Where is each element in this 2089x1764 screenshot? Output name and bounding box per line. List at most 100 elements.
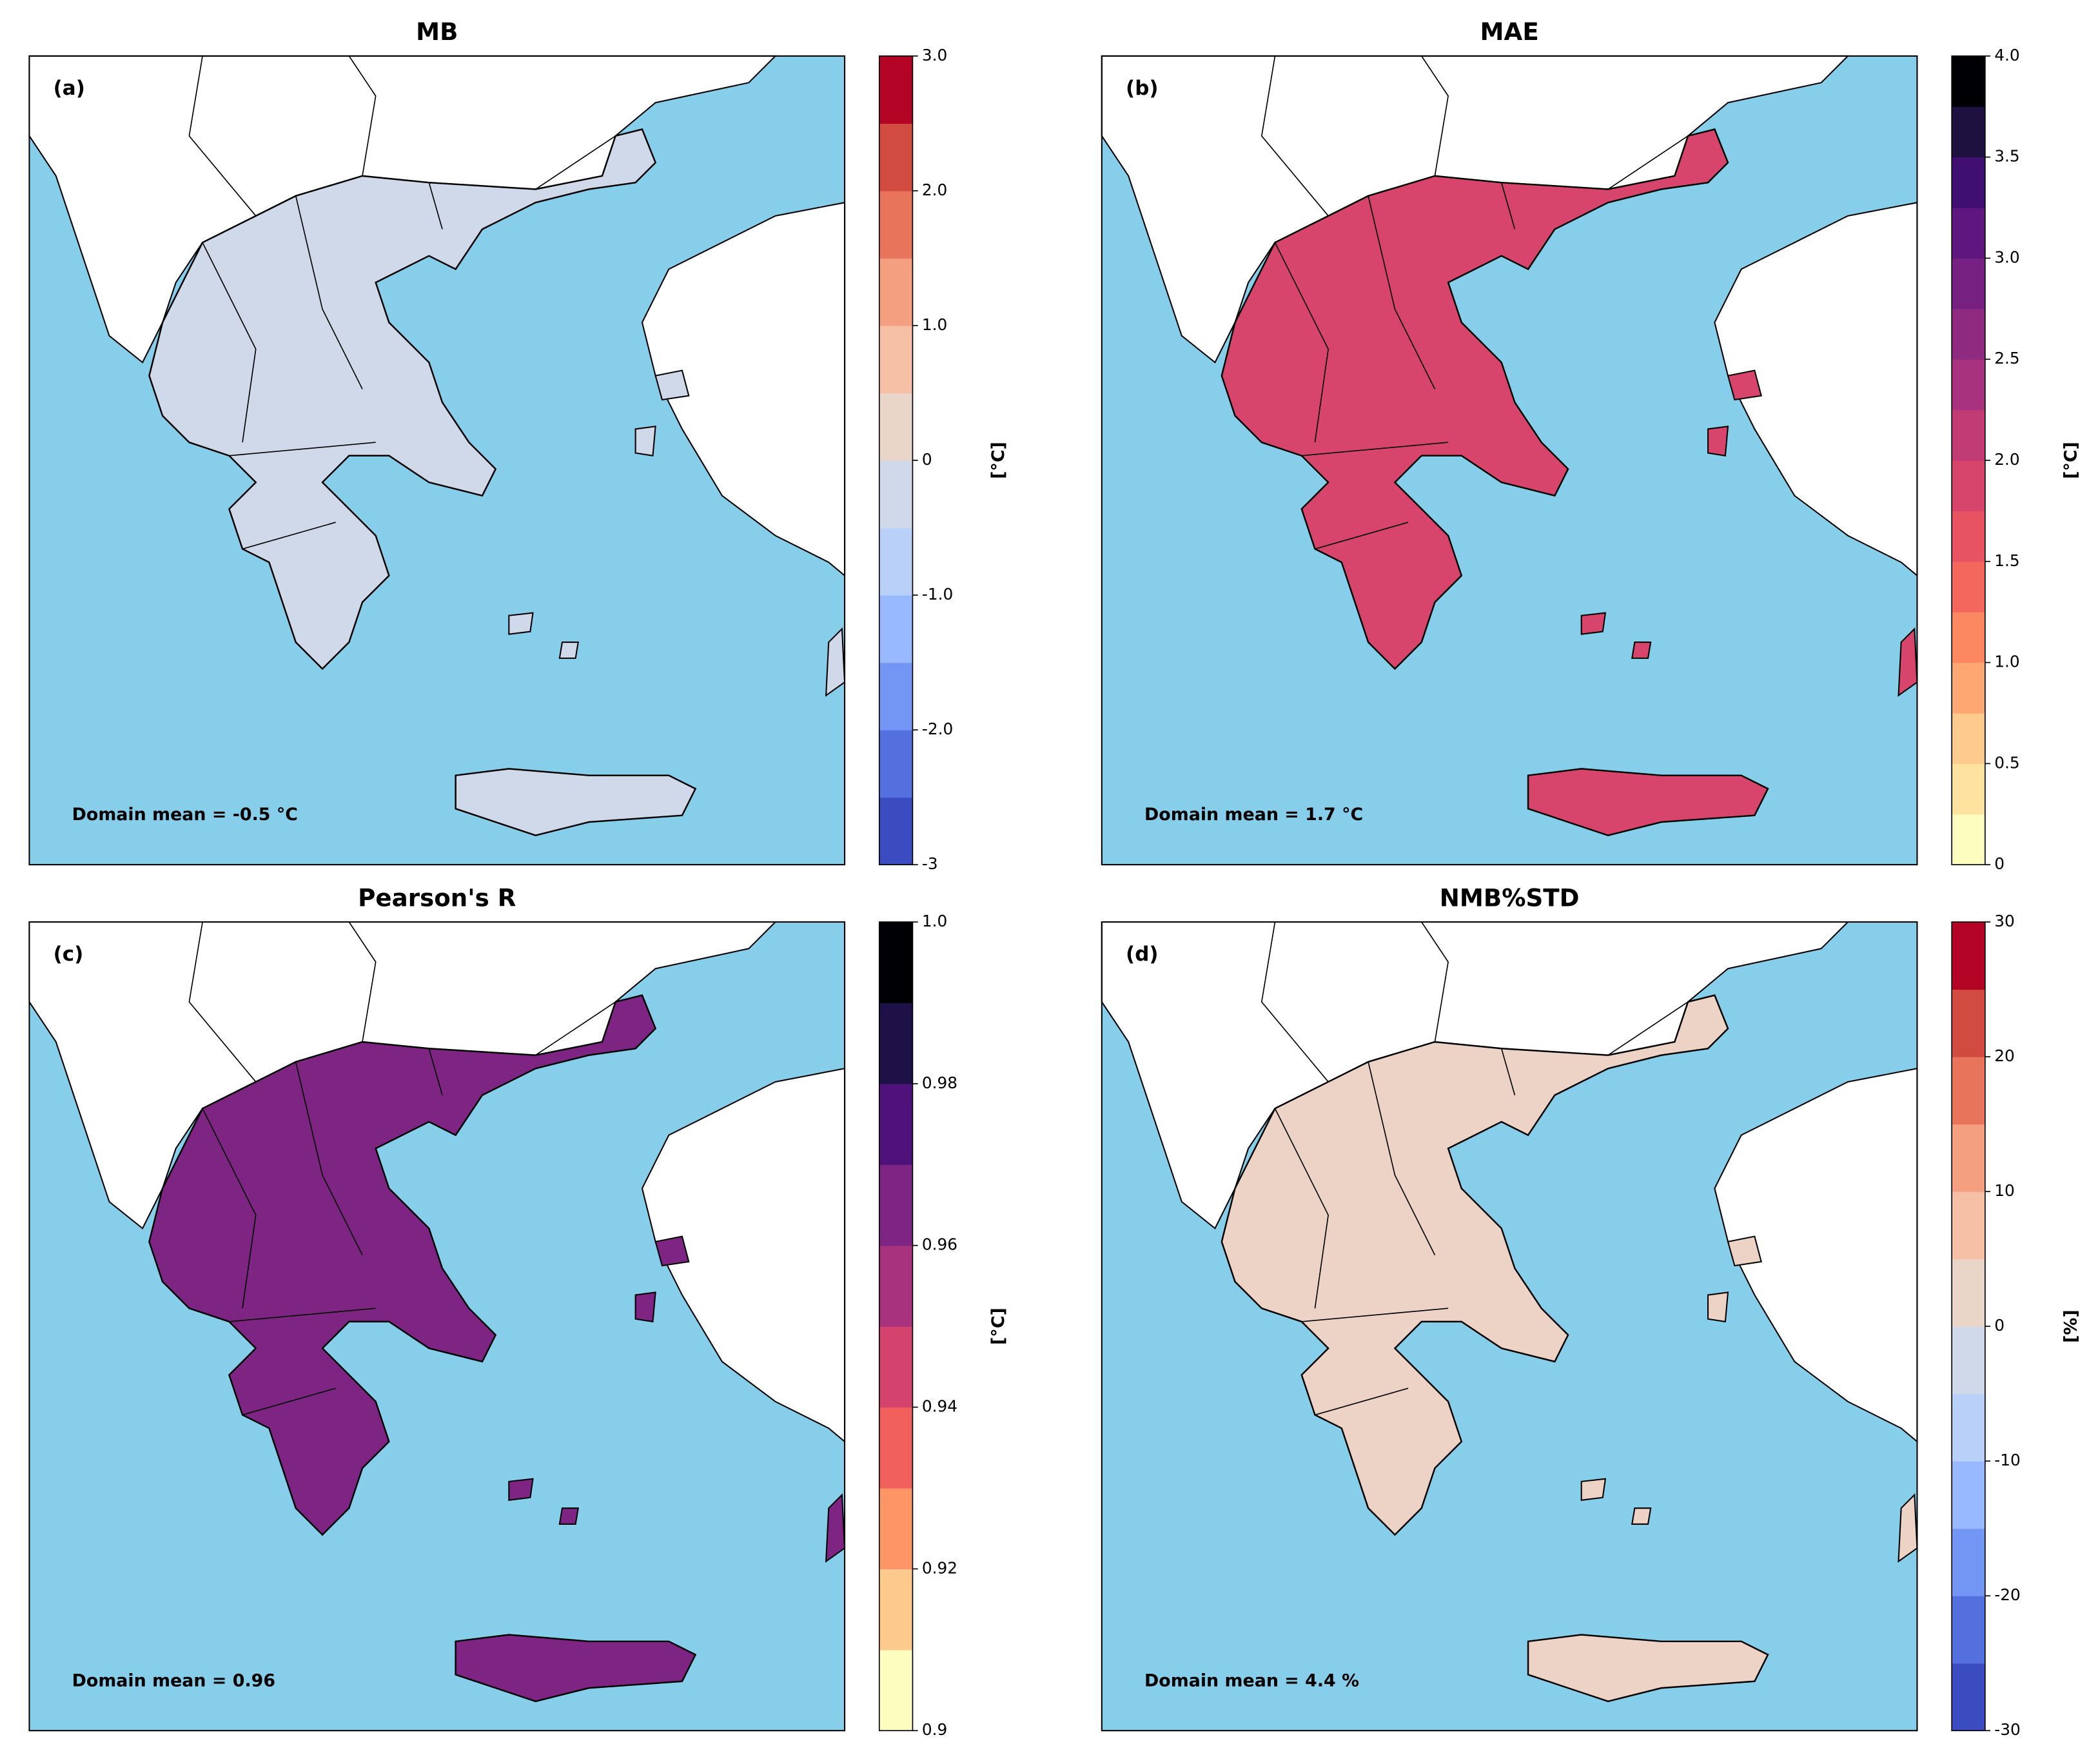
colorbar-segment xyxy=(879,393,913,461)
colorbar-tick-label: 1.0 xyxy=(922,315,947,334)
colorbar-segment xyxy=(1952,763,1985,815)
colorbar-segment xyxy=(1952,989,1985,1057)
colorbar-unit: [°C] xyxy=(2061,442,2081,479)
colorbar-segment xyxy=(879,1245,913,1327)
colorbar-segment xyxy=(879,730,913,798)
colorbar-segment xyxy=(1952,712,1985,764)
colorbar-tick-label: 1.0 xyxy=(922,912,947,930)
panel-label: (d) xyxy=(1126,943,1159,966)
colorbar-frame xyxy=(878,921,914,1732)
colorbar-tick-label: 0.98 xyxy=(922,1073,957,1092)
colorbar-segment xyxy=(1952,157,1985,208)
colorbar-segment xyxy=(879,921,913,1004)
colorbar-segment xyxy=(879,190,913,259)
panel-label: (c) xyxy=(54,943,84,966)
panel-label: (a) xyxy=(54,77,85,100)
domain-mean: Domain mean = 1.7 °C xyxy=(1144,805,1363,825)
colorbar-tick-label: -10 xyxy=(1994,1451,2020,1469)
panel-title: NMB%STD xyxy=(1440,883,1580,912)
colorbar-segment xyxy=(1952,1124,1985,1192)
colorbar-segment xyxy=(879,527,913,596)
map-frame xyxy=(28,921,846,1732)
colorbar-segment xyxy=(879,460,913,529)
colorbar-tick-label: 1.5 xyxy=(1994,551,2019,570)
colorbar-tick-label: 0.5 xyxy=(1994,753,2019,772)
domain-mean: Domain mean = -0.5 °C xyxy=(72,805,298,825)
colorbar-tick-label: 4.0 xyxy=(1994,46,2019,64)
colorbar-segment xyxy=(1952,921,1985,990)
colorbar-unit: [°C] xyxy=(988,1308,1008,1345)
colorbar-segment xyxy=(1952,258,1985,309)
colorbar-segment xyxy=(879,797,913,865)
colorbar-segment xyxy=(879,1407,913,1489)
colorbar-segment xyxy=(879,123,913,191)
colorbar-tick-label: 0 xyxy=(1994,1316,2005,1335)
domain-mean: Domain mean = 4.4 % xyxy=(1144,1671,1359,1690)
map: (b) Domain mean = 1.7 °C xyxy=(1101,55,1918,866)
colorbar-tick-label: 3.5 xyxy=(1994,147,2019,166)
panel-title: MB xyxy=(416,17,458,46)
colorbar-segment xyxy=(879,1083,913,1165)
colorbar-segment xyxy=(879,1569,913,1651)
panel-label: (b) xyxy=(1126,77,1159,100)
domain-mean: Domain mean = 0.96 xyxy=(72,1671,275,1690)
colorbar-tick-label: 3.0 xyxy=(922,46,947,64)
colorbar-tick-label: 0 xyxy=(1994,854,2005,873)
colorbar-segment xyxy=(879,1326,913,1408)
colorbar-segment xyxy=(1952,1461,1985,1529)
colorbar-tick-label: -30 xyxy=(1994,1720,2020,1739)
colorbar-unit: [°C] xyxy=(988,442,1008,479)
colorbar-segment xyxy=(1952,1326,1985,1395)
colorbar-tick-label: 3.0 xyxy=(1994,248,2019,266)
colorbar-segment xyxy=(879,55,913,124)
panel-title: Pearson's R xyxy=(358,883,516,912)
colorbar-segment xyxy=(1952,1596,1985,1664)
colorbar-tick-label: -2.0 xyxy=(922,720,953,738)
map: (c) Domain mean = 0.96 xyxy=(28,921,846,1732)
colorbar-segment xyxy=(1952,55,1985,107)
colorbar-tick-label: 2.5 xyxy=(1994,349,2019,368)
colorbar-segment xyxy=(1952,1259,1985,1327)
colorbar-segment xyxy=(879,662,913,730)
colorbar-segment xyxy=(1952,359,1985,411)
colorbar-segment xyxy=(1952,106,1985,158)
colorbar-tick-label: 0.9 xyxy=(922,1720,947,1739)
colorbar-segment xyxy=(1952,511,1985,562)
colorbar-segment xyxy=(1952,662,1985,714)
colorbar-tick-label: -20 xyxy=(1994,1585,2020,1604)
colorbar-segment xyxy=(879,1164,913,1246)
colorbar-segment xyxy=(1952,814,1985,865)
colorbar-tick-label: 2.0 xyxy=(1994,450,2019,469)
map-frame xyxy=(1101,55,1918,866)
colorbar-segment xyxy=(879,595,913,663)
colorbar-segment xyxy=(1952,612,1985,663)
colorbar-segment xyxy=(879,325,913,394)
map-frame xyxy=(28,55,846,866)
colorbar-segment xyxy=(1952,1528,1985,1596)
colorbar-segment xyxy=(1952,208,1985,259)
colorbar-segment xyxy=(1952,1393,1985,1462)
colorbar-tick-label: 0 xyxy=(922,450,932,469)
colorbar-tick-label: 20 xyxy=(1994,1046,2015,1065)
colorbar-tick-label: 0.92 xyxy=(922,1558,957,1577)
colorbar-segment xyxy=(879,258,913,326)
colorbar-segment xyxy=(1952,1191,1985,1260)
colorbar-tick-label: 0.94 xyxy=(922,1397,957,1416)
map-frame xyxy=(1101,921,1918,1732)
colorbar-segment xyxy=(1952,409,1985,461)
colorbar-tick-label: 1.0 xyxy=(1994,652,2019,671)
colorbar-segment xyxy=(1952,460,1985,512)
colorbar-segment xyxy=(1952,561,1985,612)
colorbar-unit: [%] xyxy=(2061,1309,2081,1342)
panel-title: MAE xyxy=(1480,17,1539,46)
colorbar-tick-label: -1.0 xyxy=(922,585,953,603)
colorbar-tick-label: 0.96 xyxy=(922,1235,957,1254)
colorbar-segment xyxy=(879,1649,913,1731)
colorbar-segment xyxy=(879,1003,913,1084)
colorbar-tick-label: 2.0 xyxy=(922,181,947,199)
colorbar-segment xyxy=(1952,1663,1985,1731)
colorbar-tick-label: -3 xyxy=(922,854,938,873)
map: (a) Domain mean = -0.5 °C xyxy=(28,55,846,866)
